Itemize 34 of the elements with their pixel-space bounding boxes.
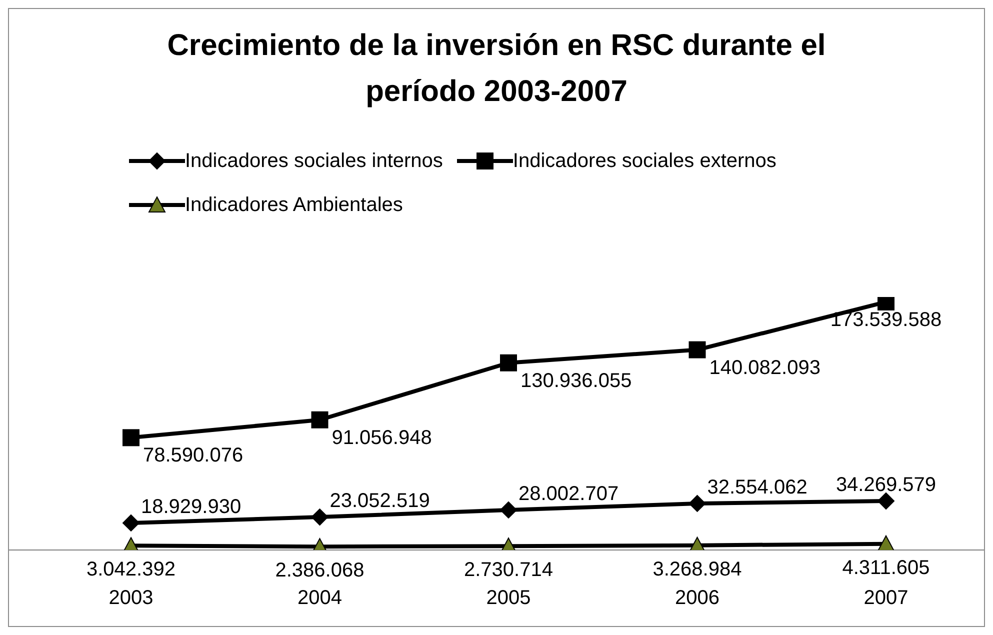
x-tick-label: 2005 — [486, 587, 531, 610]
point — [688, 341, 706, 358]
legend-label: Indicadores Ambientales — [185, 193, 403, 218]
legend-label: Indicadores sociales internos — [185, 149, 443, 174]
point — [122, 429, 140, 446]
legend-label: Indicadores sociales externos — [512, 149, 776, 174]
data-label: 32.554.062 — [707, 476, 808, 498]
point — [500, 501, 517, 518]
data-label: 91.056.948 — [332, 426, 432, 449]
data-label: 78.590.076 — [143, 444, 244, 467]
x-tick-label: 2007 — [864, 587, 908, 610]
data-label: 34.269.579 — [836, 474, 936, 496]
chart-title: Crecimiento de la inversión en RSC durante el período 2003-2007 — [166, 28, 827, 110]
point — [878, 535, 894, 550]
point — [311, 411, 328, 428]
point — [500, 354, 517, 372]
point — [688, 494, 706, 512]
point — [878, 492, 894, 510]
data-label: 4.311.605 — [842, 556, 930, 579]
data-label: 2.730.714 — [464, 559, 553, 582]
data-label: 3.042.392 — [86, 558, 176, 581]
data-label: 3.268.984 — [652, 558, 742, 580]
x-tick-label: 2003 — [108, 587, 154, 610]
x-tick-label: 2006 — [675, 587, 720, 610]
data-label: 173.539.588 — [830, 308, 942, 331]
x-tick-label: 2004 — [298, 587, 342, 610]
data-label: 18.929.930 — [141, 496, 242, 518]
data-label: 140.082.093 — [709, 356, 820, 379]
point — [122, 514, 140, 532]
data-label: 28.002.707 — [518, 482, 619, 505]
data-label: 130.936.055 — [520, 370, 632, 392]
data-label: 2.386.068 — [275, 560, 364, 582]
data-label: 23.052.519 — [330, 490, 430, 512]
point — [311, 508, 328, 526]
